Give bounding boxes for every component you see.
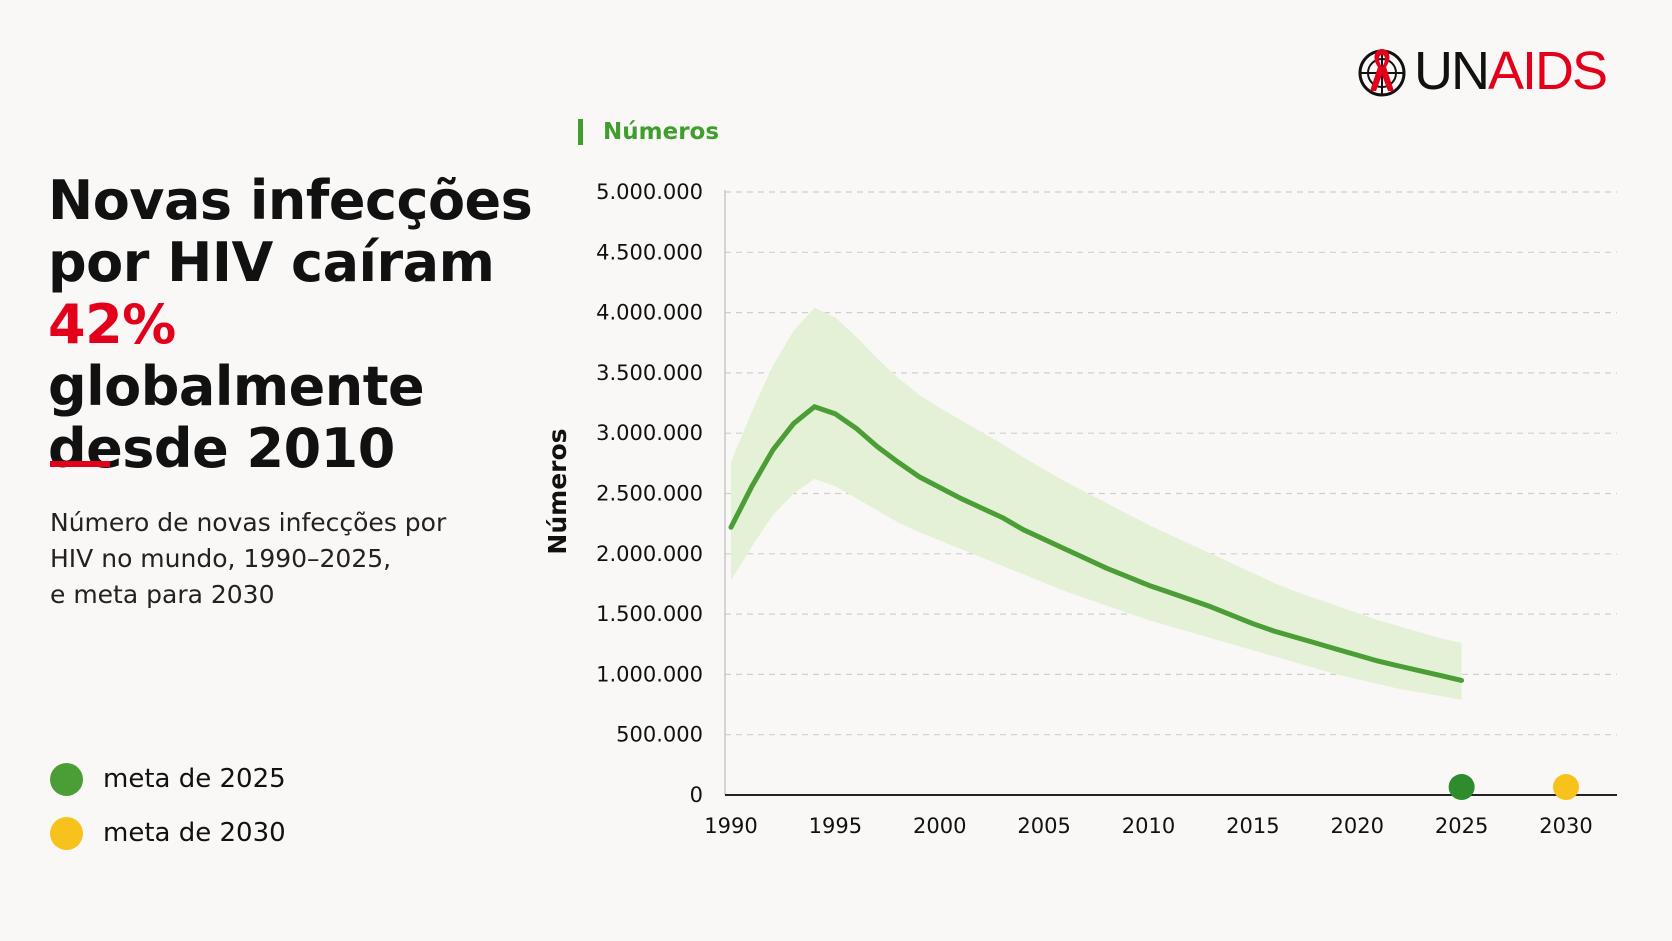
x-tick-label: 2005 [1017, 814, 1070, 838]
x-tick-label: 1995 [809, 814, 862, 838]
target-legend: meta de 2025 meta de 2030 [50, 752, 286, 860]
logo-text-aids: AIDS [1488, 41, 1608, 101]
red-divider [50, 461, 110, 467]
x-tick-label: 2030 [1539, 814, 1592, 838]
subtitle-line-1: Número de novas infecções por [50, 508, 447, 537]
y-tick-label: 4.000.000 [596, 301, 703, 325]
x-tick-label: 2000 [913, 814, 966, 838]
chart-subtitle: Número de novas infecções por HIV no mun… [50, 505, 480, 613]
y-tick-label: 5.000.000 [596, 180, 703, 204]
y-tick-label: 500.000 [616, 723, 703, 747]
unaids-logo: UNAIDS [1352, 40, 1622, 102]
y-tick-label: 4.500.000 [596, 240, 703, 264]
target-marker-2025 [1448, 774, 1475, 800]
headline-line-1: Novas infecções [48, 169, 533, 232]
chart-series-legend: Números [578, 119, 719, 145]
y-axis-label: Números [543, 428, 572, 554]
headline-line-4: desde 2010 [48, 417, 395, 480]
legend-item-2030: meta de 2030 [50, 806, 286, 860]
x-tick-label: 2020 [1331, 814, 1384, 838]
legend-label-2030: meta de 2030 [103, 818, 286, 848]
y-tick-label: 2.500.000 [596, 482, 703, 506]
headline-highlight: 42% [48, 293, 176, 356]
logo-text-un: UN [1414, 41, 1490, 101]
y-tick-label: 3.000.000 [596, 421, 703, 445]
subtitle-line-3: e meta para 2030 [50, 580, 275, 609]
x-tick-label: 1990 [704, 814, 757, 838]
legend-item-2025: meta de 2025 [50, 752, 286, 806]
legend-label-2025: meta de 2025 [103, 764, 286, 794]
x-tick-label: 2025 [1435, 814, 1488, 838]
un-emblem-icon [1358, 49, 1406, 97]
green-dot-icon [50, 762, 83, 796]
series-swatch [578, 119, 583, 145]
subtitle-line-2: HIV no mundo, 1990–2025, [50, 544, 392, 573]
series-legend-label: Números [603, 119, 720, 145]
y-tick-label: 1.500.000 [596, 602, 703, 626]
y-tick-label: 0 [690, 783, 703, 807]
series-line [728, 404, 1465, 683]
y-tick-label: 1.000.000 [596, 662, 703, 686]
uncertainty-band [731, 307, 1462, 700]
x-tick-label: 2010 [1122, 814, 1175, 838]
headline-line-2: por HIV caíram [48, 231, 495, 294]
page-title: Novas infecções por HIV caíram 42% globa… [48, 170, 548, 480]
headline-line-3: globalmente [48, 355, 425, 418]
yellow-dot-icon [50, 816, 83, 850]
y-tick-label: 3.500.000 [596, 361, 703, 385]
x-tick-label: 2015 [1226, 814, 1279, 838]
target-marker-2030 [1553, 774, 1579, 800]
y-tick-label: 2.000.000 [596, 542, 703, 566]
